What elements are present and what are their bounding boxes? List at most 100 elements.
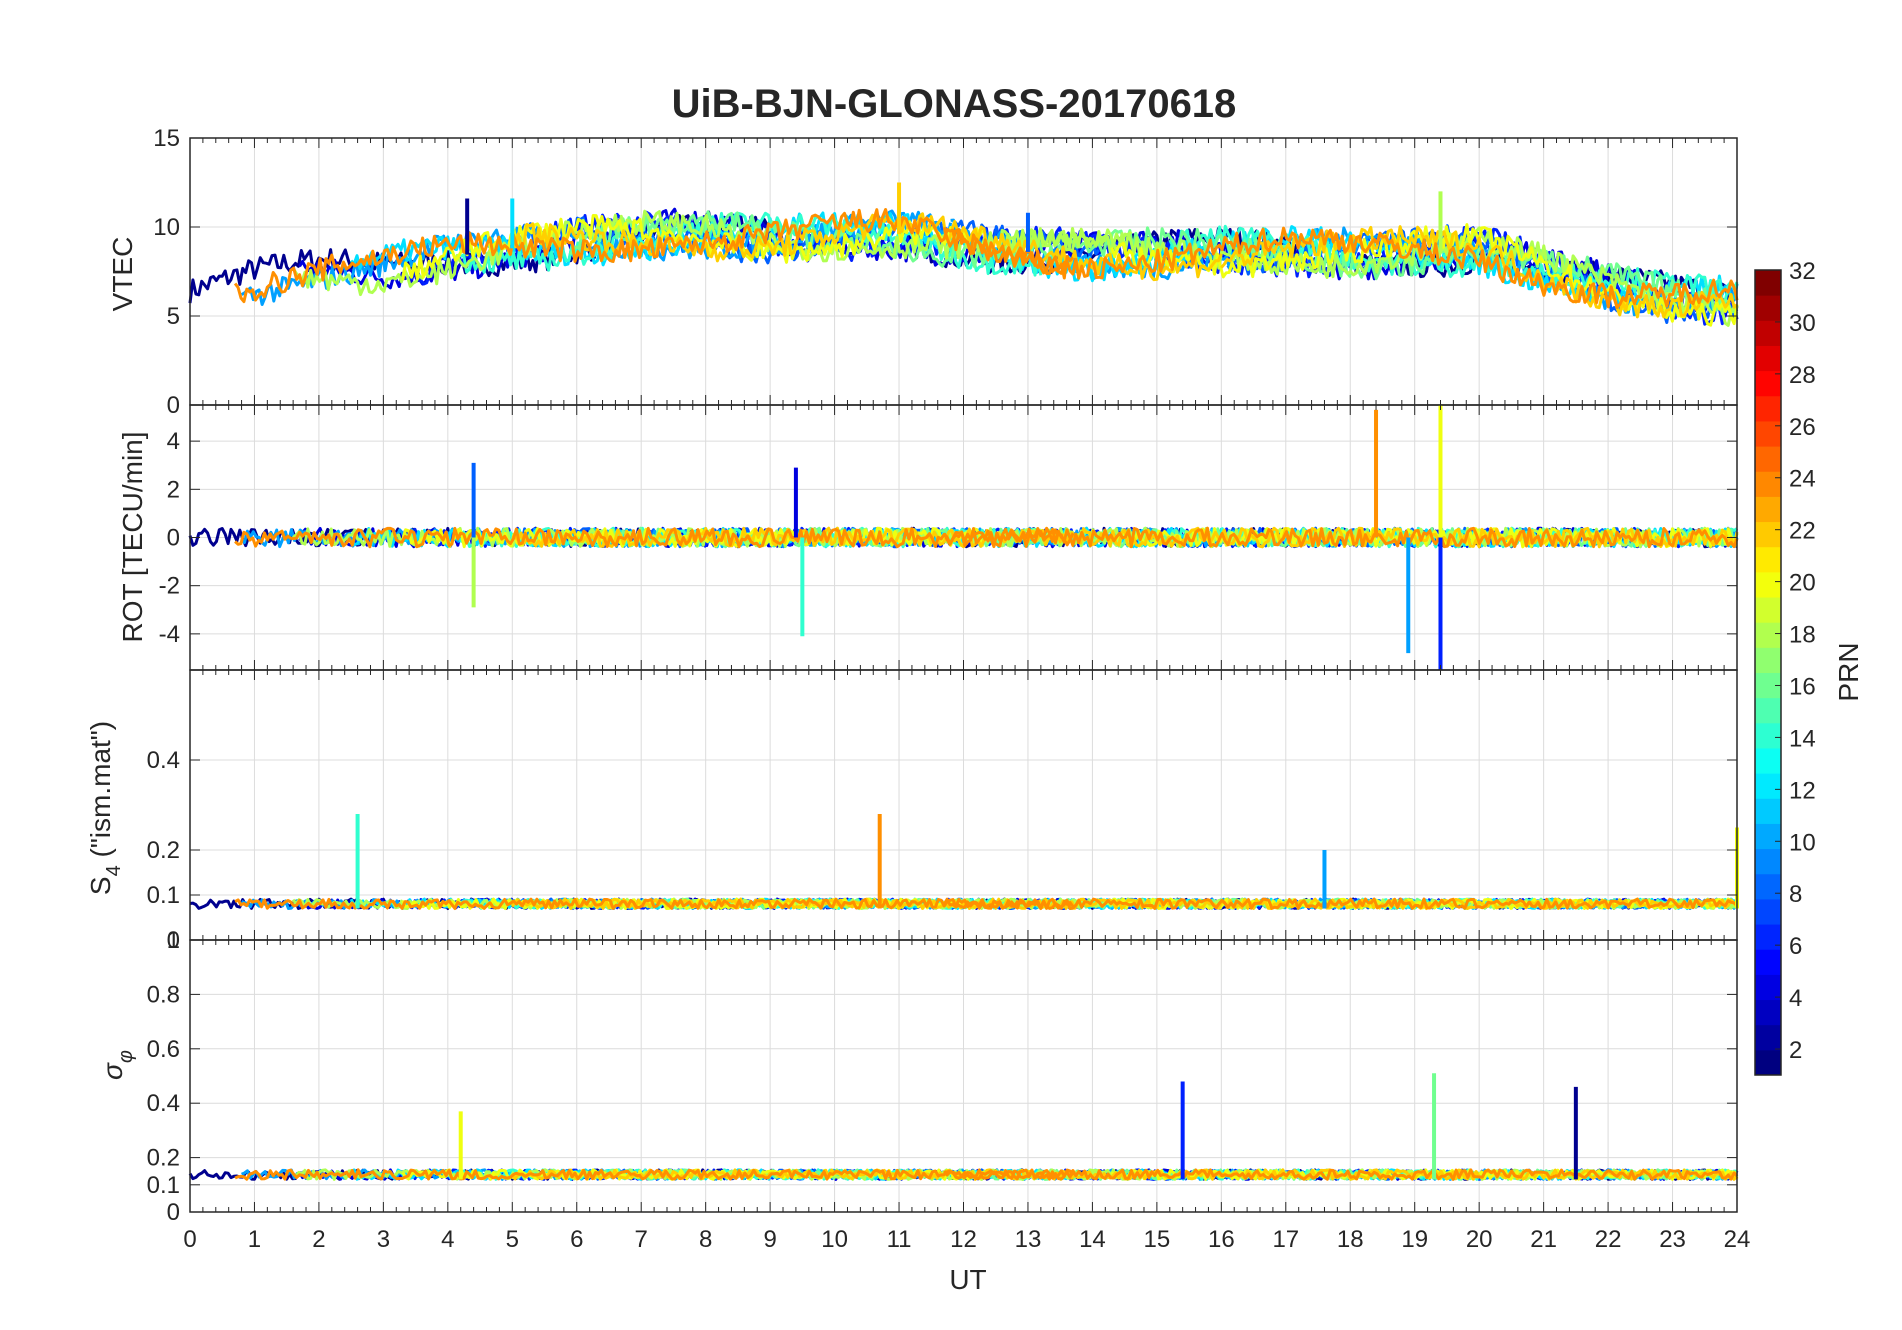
s4-ylabel-sub: 4 — [103, 865, 125, 876]
colorbar-swatch — [1755, 747, 1781, 774]
s4-ylabel-main: S — [85, 876, 116, 895]
colorbar-tick-label: 26 — [1789, 414, 1816, 441]
s4-ytick-label: 0.1 — [147, 882, 180, 909]
colorbar-swatch — [1755, 395, 1781, 422]
colorbar-tick-label: 28 — [1789, 362, 1816, 389]
panel-sigma: 00.10.20.40.60.81 σφ — [97, 927, 1739, 1226]
colorbar-tick-label: 32 — [1789, 258, 1816, 285]
sigma-ytick-label: 0.4 — [147, 1090, 180, 1117]
s4-ytick-label: 0 — [167, 927, 180, 954]
rot-series-line-12-1 — [234, 526, 1075, 549]
colorbar-swatch — [1755, 647, 1781, 673]
colorbar-swatch — [1755, 1024, 1781, 1051]
vtec-series-line-11-2 — [1220, 225, 1739, 319]
sigma-ylabel-main: σ — [97, 1062, 128, 1080]
colorbar-tick-label: 12 — [1789, 777, 1816, 804]
vtec-ytick-label: 0 — [167, 392, 180, 419]
colorbar-swatch — [1755, 571, 1781, 598]
chart-title: UiB-BJN-GLONASS-20170618 — [672, 82, 1237, 126]
x-axis-label: UT — [949, 1264, 986, 1295]
x-tick-label: 12 — [950, 1226, 977, 1253]
x-tick-label: 2 — [312, 1226, 325, 1253]
x-tick-label: 3 — [377, 1226, 390, 1253]
colorbar-swatch — [1755, 270, 1781, 296]
colorbar-frame — [1754, 269, 1782, 1076]
colorbar-swatch — [1755, 798, 1781, 824]
colorbar-tick-label: 30 — [1789, 310, 1816, 337]
rot-series-line-11-2 — [1219, 526, 1739, 549]
s4-series-line-12-1 — [234, 897, 1075, 910]
x-tick-label: 6 — [570, 1226, 583, 1253]
x-tick-label: 22 — [1595, 1226, 1622, 1253]
sigma-ytick-label: 0.2 — [147, 1145, 180, 1172]
colorbar-swatch — [1755, 697, 1781, 724]
x-tick-label: 10 — [821, 1226, 848, 1253]
s4-ytick-label: 0.4 — [147, 747, 180, 774]
sigma-series-line-12-2 — [942, 1168, 1739, 1181]
colorbar-swatch — [1755, 949, 1781, 975]
sigma-ytick-label: 0.1 — [147, 1172, 180, 1199]
colorbar-swatch — [1755, 848, 1781, 875]
s4-ytick-label: 0.2 — [147, 837, 180, 864]
rot-series-lines — [188, 405, 1739, 670]
x-tick-label: 17 — [1272, 1226, 1299, 1253]
colorbar-swatch — [1755, 295, 1781, 321]
colorbar-swatch — [1755, 320, 1781, 346]
colorbar-label: PRN — [1833, 642, 1864, 701]
colorbar-swatch — [1755, 898, 1781, 925]
rot-ytick-label: -4 — [159, 621, 180, 648]
colorbar-swatch — [1755, 999, 1781, 1026]
sigma-ylabel-sub: φ — [115, 1050, 137, 1063]
x-tick-label: 13 — [1015, 1226, 1042, 1253]
vtec-ytick-label: 15 — [153, 125, 180, 152]
colorbar-swatch — [1755, 446, 1781, 472]
colorbar-tick-label: 14 — [1789, 725, 1816, 752]
x-tick-label: 20 — [1466, 1226, 1493, 1253]
vtec-series-line-12-1 — [233, 208, 1075, 304]
vtec-series-line-12-2 — [942, 226, 1739, 310]
sigma-ytick-label: 0 — [167, 1199, 180, 1226]
colorbar-swatches — [1755, 270, 1781, 1076]
s4-ylabel-rest: ("ism.mat") — [85, 721, 116, 865]
colorbar-tick-label: 10 — [1789, 829, 1816, 856]
colorbar-swatch — [1755, 924, 1781, 950]
colorbar-swatch — [1755, 345, 1781, 372]
sigma-ytick-label: 1 — [167, 927, 180, 954]
colorbar-swatch — [1755, 546, 1781, 573]
s4-series-lines — [189, 814, 1739, 910]
colorbar-swatch — [1755, 521, 1781, 548]
sigma-ylabel: σφ — [97, 1050, 137, 1080]
s4-series-line-11-1 — [511, 897, 1223, 910]
vtec-axes: 0 5 10 15 — [153, 125, 1738, 419]
vtec-series-line-9-1 — [291, 209, 1133, 297]
colorbar-swatch — [1755, 974, 1781, 1001]
vtec-series-lines — [188, 182, 1739, 327]
colorbar-tick-label: 6 — [1789, 933, 1802, 960]
x-tick-label: 7 — [635, 1226, 648, 1253]
vtec-ytick-label: 10 — [153, 214, 180, 241]
sigma-series-line-12-1 — [234, 1168, 1075, 1181]
colorbar-tick-label: 22 — [1789, 518, 1816, 545]
sigma-ytick-label: 0.6 — [147, 1036, 180, 1063]
rot-ytick-label: 0 — [167, 525, 180, 552]
colorbar-tick-label: 8 — [1789, 881, 1802, 908]
x-tick-label: 1 — [248, 1226, 261, 1253]
colorbar-swatch — [1755, 420, 1781, 447]
x-tick-label: 5 — [506, 1226, 519, 1253]
vtec-ytick-label: 5 — [167, 303, 180, 330]
colorbar-swatch — [1755, 773, 1781, 799]
rot-ylabel: ROT [TECU/min] — [117, 431, 148, 642]
colorbar-swatch — [1755, 471, 1781, 497]
x-tick-label: 9 — [763, 1226, 776, 1253]
rot-ytick-label: -2 — [159, 573, 180, 600]
colorbar-swatch — [1755, 1049, 1781, 1076]
x-tick-label: 14 — [1079, 1226, 1106, 1253]
panel-vtec: 0 5 10 15 VTEC — [107, 125, 1739, 419]
x-tick-label: 16 — [1208, 1226, 1235, 1253]
colorbar-tick-label: 24 — [1789, 466, 1816, 493]
panel-rot: -4 -2 0 2 4 ROT [TECU/min] — [117, 404, 1739, 671]
rot-series-line-12-2 — [942, 526, 1739, 549]
s4-ylabel: S4 ("ism.mat") — [85, 721, 125, 895]
